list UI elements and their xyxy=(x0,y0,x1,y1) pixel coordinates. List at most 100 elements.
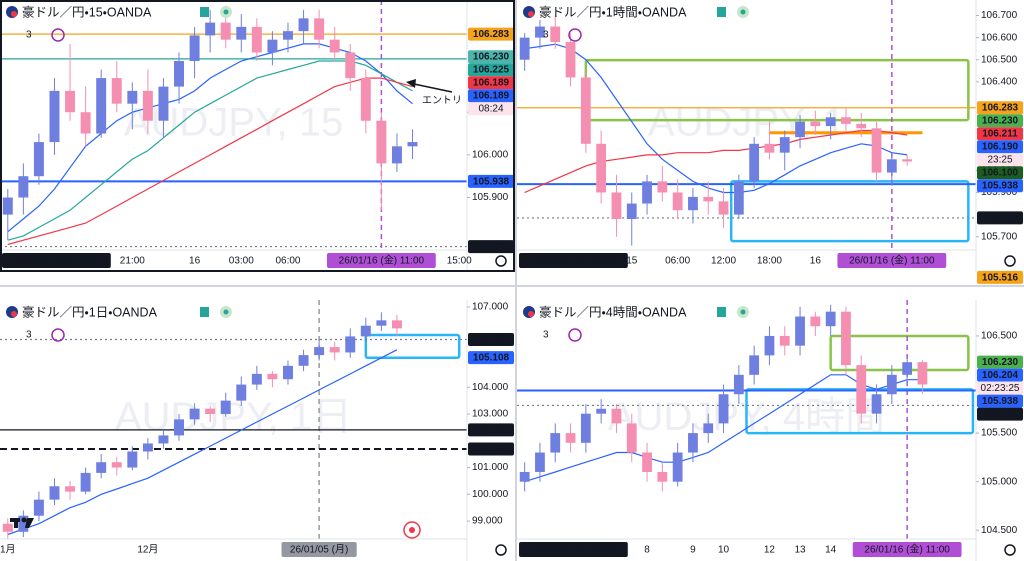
candle-body xyxy=(251,26,262,53)
candle-body xyxy=(535,26,545,38)
record-icon[interactable] xyxy=(403,521,421,539)
candle-body xyxy=(189,408,200,420)
price-label-box xyxy=(468,351,514,365)
x-tick-label: 12 xyxy=(764,545,776,556)
price-label-box xyxy=(977,355,1023,369)
candle-body xyxy=(718,394,729,424)
candle-body xyxy=(391,320,402,329)
price-label: 102.406 xyxy=(473,425,510,436)
zone xyxy=(829,334,970,372)
x-tick-label: 26/01/16 (金) 11:00 xyxy=(864,543,950,556)
candle-body xyxy=(267,373,278,380)
flag-icon[interactable] xyxy=(717,307,726,317)
time-label-box xyxy=(2,253,111,268)
candle-body xyxy=(111,78,122,104)
flag-icon[interactable] xyxy=(200,7,209,17)
candle-body xyxy=(127,90,138,104)
x-tick-label: 12月 xyxy=(137,544,158,556)
record-dot[interactable] xyxy=(409,527,415,533)
price-label-box xyxy=(468,240,514,254)
price-label: 106.211 xyxy=(982,129,1018,140)
candle-body xyxy=(703,196,714,202)
price-axis xyxy=(976,300,1024,561)
indicator-icon[interactable] xyxy=(51,28,65,42)
candle-body xyxy=(314,18,325,40)
candle-body xyxy=(642,181,652,204)
countdown: 02:23:25 xyxy=(981,383,1020,394)
indicator-count: 3 xyxy=(543,30,549,41)
y-tick-label: 106.400 xyxy=(981,76,1018,87)
candle-body xyxy=(550,26,561,43)
candle-body xyxy=(871,394,882,414)
candle-body xyxy=(856,123,867,129)
price-label: 106.204 xyxy=(982,370,1019,381)
indicator-icon[interactable] xyxy=(568,28,582,42)
candle-body xyxy=(626,203,637,220)
moving-average xyxy=(7,77,413,246)
candle-body xyxy=(703,423,714,434)
x-tick-label: 10 xyxy=(718,545,730,556)
candle-body xyxy=(596,143,607,193)
price-label-box xyxy=(468,332,514,346)
zone xyxy=(364,333,461,360)
time-label-box xyxy=(837,253,947,268)
countdown-box xyxy=(468,102,514,116)
settings-icon[interactable] xyxy=(1004,255,1016,267)
time-label-box xyxy=(519,542,628,557)
settings-icon[interactable] xyxy=(495,544,507,556)
candle-body xyxy=(127,451,138,468)
flag-icon[interactable] xyxy=(717,7,726,17)
candle-body xyxy=(360,78,371,121)
settings-icon[interactable] xyxy=(495,255,507,267)
candle-body xyxy=(220,22,231,40)
candle-body xyxy=(733,181,744,215)
countdown: 08:24 xyxy=(478,104,503,115)
moving-average xyxy=(524,129,908,194)
candle-body xyxy=(80,472,91,492)
price-label: 106.283 xyxy=(473,29,510,40)
y-tick-label: 101.000 xyxy=(472,462,509,473)
candle-body xyxy=(142,443,153,452)
status-dot xyxy=(740,9,746,15)
candle-body xyxy=(886,374,897,395)
candle-body xyxy=(267,39,278,53)
candle-body xyxy=(764,335,775,356)
candle-body xyxy=(580,413,591,443)
flag-icon[interactable] xyxy=(200,307,209,317)
price-label-box xyxy=(977,211,1023,225)
candle-body xyxy=(642,452,652,472)
price-label: 106.100 xyxy=(982,168,1019,179)
candle-body xyxy=(236,26,247,40)
price-label-box xyxy=(977,270,1023,284)
moving-average xyxy=(7,43,413,233)
candle-body xyxy=(841,117,851,124)
candle-body xyxy=(672,192,683,211)
watermark: AUDJPY, 1日 xyxy=(115,395,352,439)
moving-average xyxy=(7,349,398,536)
watermark: AUDJPY, 15 xyxy=(124,101,343,145)
x-tick-label: 8 xyxy=(644,545,650,556)
settings-icon[interactable] xyxy=(1004,544,1016,556)
price-label-box xyxy=(468,423,514,437)
time-label-box xyxy=(326,253,436,268)
price-label: 106.230 xyxy=(982,357,1019,368)
tradingview-logo xyxy=(10,517,34,528)
candle-body xyxy=(33,142,44,177)
candle-body xyxy=(688,433,698,453)
plot-area: AUDJPY, 1 xyxy=(517,0,976,250)
y-tick-label: 105.000 xyxy=(981,476,1018,487)
x-tick-label: 06:00 xyxy=(665,256,690,267)
candle-body xyxy=(565,42,576,78)
indicator-icon[interactable] xyxy=(568,328,582,342)
price-label: 106.230 xyxy=(473,52,510,63)
indicator-count: 3 xyxy=(543,330,549,341)
candle-body xyxy=(65,90,76,113)
candle-body xyxy=(205,408,216,415)
candle-body xyxy=(391,146,402,164)
y-tick-label: 106.000 xyxy=(472,150,509,161)
price-axis xyxy=(467,0,515,272)
indicator-icon[interactable] xyxy=(51,328,65,342)
candle-body xyxy=(49,486,60,500)
x-tick-label: 13 xyxy=(794,545,806,556)
